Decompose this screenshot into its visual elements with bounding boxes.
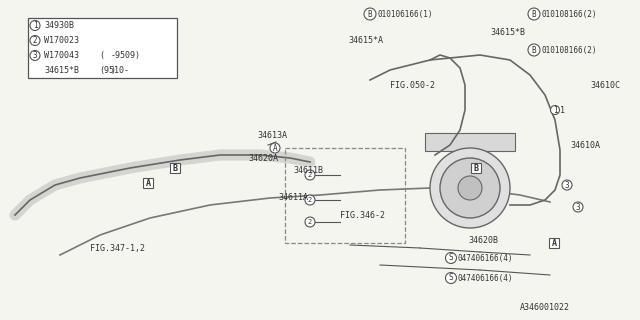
Text: A: A	[145, 179, 150, 188]
Text: W170043: W170043	[44, 51, 79, 60]
Text: S: S	[449, 253, 453, 262]
Text: 047406166(4): 047406166(4)	[458, 253, 513, 262]
Text: B: B	[173, 164, 177, 172]
FancyBboxPatch shape	[549, 238, 559, 248]
Circle shape	[528, 44, 540, 56]
Bar	[28, 18, 177, 78]
Circle shape	[364, 8, 376, 20]
Text: 2: 2	[33, 36, 37, 45]
Text: FIG.347-1,2: FIG.347-1,2	[90, 244, 145, 252]
Circle shape	[458, 176, 482, 200]
Circle shape	[30, 36, 40, 45]
Text: B: B	[368, 10, 372, 19]
Bar	[425, 133, 515, 151]
Text: -9509): -9509)	[111, 51, 141, 60]
Text: 047406166(4): 047406166(4)	[458, 274, 513, 283]
Text: B: B	[532, 45, 536, 54]
FancyBboxPatch shape	[471, 163, 481, 173]
Circle shape	[440, 158, 500, 218]
Text: W170023: W170023	[44, 36, 79, 45]
Text: 34615*B: 34615*B	[490, 28, 525, 36]
Ellipse shape	[430, 148, 510, 228]
Text: 3: 3	[33, 51, 37, 60]
FancyBboxPatch shape	[143, 178, 153, 188]
Text: 34613A: 34613A	[257, 131, 287, 140]
Text: 34620B: 34620B	[468, 236, 498, 244]
Text: 34615*B: 34615*B	[44, 66, 79, 75]
Circle shape	[305, 217, 315, 227]
Text: 34615*A: 34615*A	[348, 36, 383, 44]
Circle shape	[445, 273, 456, 284]
Text: S: S	[449, 274, 453, 283]
Text: B: B	[532, 10, 536, 19]
Circle shape	[528, 8, 540, 20]
Text: 010108166(2): 010108166(2)	[541, 45, 596, 54]
Text: 2: 2	[308, 197, 312, 203]
Text: 3: 3	[576, 203, 580, 212]
Text: B: B	[474, 164, 479, 172]
Text: FIG.346-2: FIG.346-2	[340, 211, 385, 220]
Text: 1: 1	[553, 106, 557, 115]
Circle shape	[30, 20, 40, 30]
Circle shape	[573, 202, 583, 212]
Circle shape	[30, 51, 40, 60]
Text: 1: 1	[560, 106, 565, 115]
Text: A346001022: A346001022	[520, 303, 570, 313]
Text: 2: 2	[308, 219, 312, 225]
Text: (9510-: (9510-	[99, 66, 129, 75]
Text: (: (	[99, 51, 104, 60]
Circle shape	[562, 180, 572, 190]
Text: 34930B: 34930B	[44, 21, 74, 30]
Circle shape	[550, 106, 559, 115]
Text: 2: 2	[308, 172, 312, 178]
Bar	[285, 148, 405, 243]
Text: 010108166(2): 010108166(2)	[541, 10, 596, 19]
Text: 3: 3	[564, 180, 570, 189]
Text: 34620A: 34620A	[248, 154, 278, 163]
Text: A: A	[552, 238, 557, 247]
FancyBboxPatch shape	[170, 163, 180, 173]
Text: 34610A: 34610A	[570, 140, 600, 149]
Text: 34611B: 34611B	[293, 165, 323, 174]
Text: 34611A: 34611A	[278, 193, 308, 202]
Text: FIG.050-2: FIG.050-2	[390, 81, 435, 90]
Circle shape	[305, 170, 315, 180]
Circle shape	[305, 195, 315, 205]
Text: 1: 1	[33, 21, 37, 30]
Circle shape	[270, 143, 280, 153]
Text: ): )	[111, 66, 116, 75]
Text: A: A	[273, 143, 277, 153]
Text: 34610C: 34610C	[590, 81, 620, 90]
Circle shape	[445, 252, 456, 263]
Text: 010106166(1): 010106166(1)	[377, 10, 433, 19]
